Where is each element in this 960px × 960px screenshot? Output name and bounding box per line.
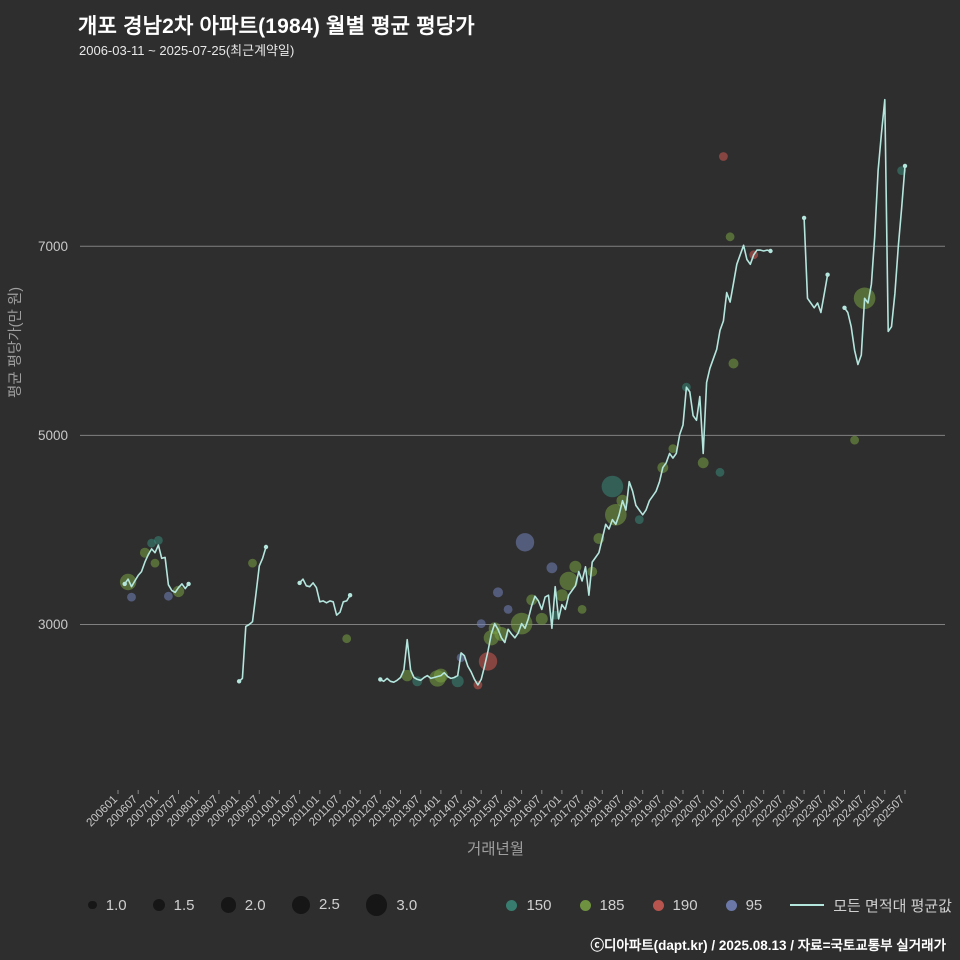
line-endpoint (122, 581, 127, 587)
bubble-area-150[interactable] (715, 467, 725, 477)
average-line[interactable] (803, 217, 829, 314)
bubble-area-185[interactable] (850, 435, 859, 445)
line-sample-icon (790, 904, 825, 906)
line-endpoint (825, 272, 830, 277)
line-endpoint (768, 248, 773, 254)
bubble-area-185[interactable] (728, 358, 739, 369)
price-chart[interactable]: 3000500070002006012006072007012007072008… (0, 58, 960, 864)
average-line[interactable] (238, 546, 267, 683)
legend-area-item-190[interactable]: 190 (652, 896, 698, 914)
line-endpoint (842, 305, 847, 310)
average-line[interactable] (298, 578, 351, 616)
average-line[interactable] (843, 98, 906, 366)
line-endpoint (236, 679, 242, 684)
bubble-area-185[interactable] (559, 571, 578, 591)
bubble-area-95[interactable] (127, 592, 136, 602)
legend-area-item-95[interactable]: 95 (725, 896, 763, 914)
bubble-area-185[interactable] (172, 585, 185, 598)
bubble-area-185[interactable] (535, 612, 548, 625)
area-dot-icon (506, 899, 518, 911)
line-endpoint (297, 580, 302, 586)
bubble-area-185[interactable] (248, 558, 257, 568)
bubble-area-185[interactable] (555, 589, 568, 602)
legend-average-line-item[interactable]: 모든 면적대 평균값 (790, 895, 952, 916)
average-line[interactable] (123, 544, 190, 594)
legend-size-item: 2.0 (220, 896, 266, 914)
bubble-area-190[interactable] (719, 152, 728, 161)
line-endpoint (186, 581, 191, 587)
bubble-area-185[interactable] (150, 558, 160, 568)
legend-size-label: 2.0 (244, 896, 266, 914)
legend-area-label: 150 (526, 896, 552, 914)
bubble-area-95[interactable] (515, 533, 535, 552)
x-axis-title: 거래년월 (467, 840, 524, 858)
line-endpoint (801, 215, 807, 221)
page-subtitle: 2006-03-11 ~ 2025-07-25(최근계약일) (79, 43, 295, 58)
legend-area-label: 185 (599, 896, 625, 914)
line-endpoint (263, 544, 269, 550)
average-line[interactable] (379, 244, 772, 686)
legend-color-group: 150 185 190 95 모든 면적대 평균값 (506, 895, 952, 916)
line-endpoint (902, 163, 908, 169)
legend-size-item: 1.0 (88, 897, 127, 914)
bubble-area-185[interactable] (577, 605, 587, 614)
legend-size-item: 1.5 (152, 896, 195, 914)
size-dot-icon (88, 900, 97, 910)
credit-line: ⓒ디아파트(dapt.kr) / 2025.08.13 / 자료=국토교통부 실… (590, 938, 946, 953)
legend-size-group: 1.0 1.5 2.0 2.5 3.0 (88, 894, 443, 916)
size-dot-icon (365, 894, 388, 916)
bubble-area-185[interactable] (697, 457, 709, 469)
legend-average-line-label: 모든 면적대 평균값 (833, 897, 952, 915)
line-endpoint (347, 593, 353, 598)
bubble-area-190[interactable] (478, 652, 498, 671)
legend-size-label: 1.5 (173, 896, 195, 914)
bubble-area-95[interactable] (476, 619, 486, 628)
bubble-area-150[interactable] (634, 515, 644, 524)
legend: 1.0 1.5 2.0 2.5 3.0 150 185 190 95 모든 면적대 평균값 (88, 884, 952, 926)
bubble-area-150[interactable] (147, 538, 157, 548)
bubble-area-95[interactable] (164, 591, 173, 601)
legend-size-label: 1.0 (105, 896, 127, 914)
line-endpoint (378, 677, 383, 682)
size-dot-icon (152, 899, 165, 911)
bubble-area-185[interactable] (587, 566, 598, 577)
legend-area-item-150[interactable]: 150 (506, 896, 552, 914)
bubble-area-150[interactable] (601, 475, 624, 498)
legend-size-label: 3.0 (396, 896, 418, 914)
bubble-area-185[interactable] (569, 560, 582, 573)
y-tick-label: 3000 (38, 617, 68, 632)
bubble-area-185[interactable] (725, 232, 735, 242)
legend-area-item-185[interactable]: 185 (579, 896, 625, 914)
legend-area-label: 95 (745, 896, 763, 914)
size-dot-icon (291, 895, 310, 915)
bubble-area-95[interactable] (546, 562, 558, 574)
area-dot-icon (579, 899, 591, 911)
bubble-area-95[interactable] (503, 605, 513, 614)
y-tick-label: 7000 (38, 239, 68, 254)
y-tick-label: 5000 (38, 428, 68, 443)
bubble-area-150[interactable] (451, 675, 464, 688)
bubble-area-185[interactable] (342, 634, 352, 644)
size-dot-icon (220, 897, 236, 913)
legend-size-item: 2.5 (291, 895, 340, 915)
legend-area-label: 190 (672, 896, 698, 914)
area-dot-icon (725, 899, 737, 911)
y-axis-title: 평균 평당가(만 원) (7, 287, 24, 398)
bubble-area-95[interactable] (493, 587, 503, 598)
bubble-area-185[interactable] (668, 444, 678, 453)
area-dot-icon (652, 899, 664, 911)
page-title: 개포 경남2차 아파트(1984) 월별 평균 평당가 (78, 15, 475, 38)
bubble-area-150[interactable] (154, 536, 163, 545)
legend-size-item: 3.0 (365, 894, 418, 916)
bubble-area-185[interactable] (401, 669, 413, 682)
legend-size-label: 2.5 (318, 896, 340, 914)
